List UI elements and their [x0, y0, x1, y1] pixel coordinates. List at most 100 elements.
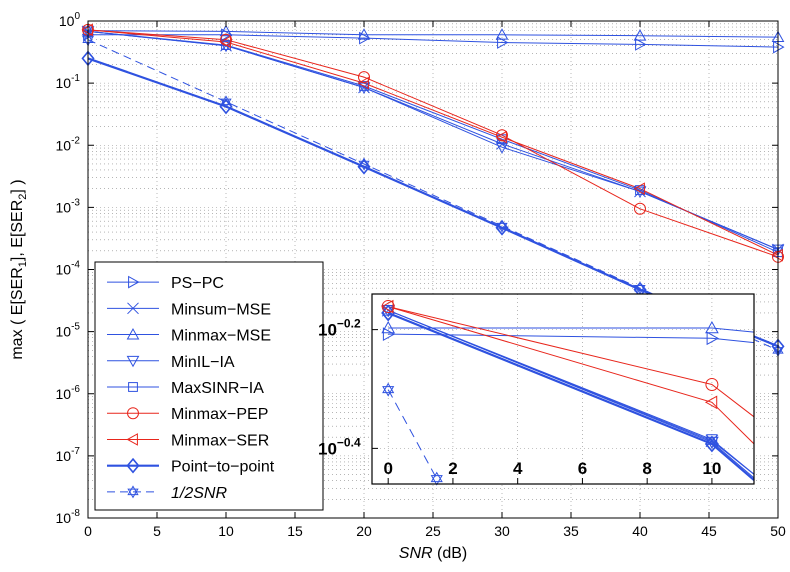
inset-marker-maxsinr-ia-1: [706, 434, 718, 445]
inset-x-tick-label-10: 10: [702, 459, 721, 478]
series-marker-minmax-ser-5: [771, 248, 783, 262]
series-line-minmax-pep: [87, 29, 779, 258]
legend-label-minmax-pep: Minmax−PEP: [171, 406, 268, 423]
y-tick-label-base-4: 10: [56, 262, 72, 278]
inset-marker-ps-pc-0: [382, 327, 396, 341]
y-tick-label-2: 10-2: [56, 135, 81, 153]
y-tick-label-exp-7: -7: [71, 446, 80, 457]
inset-line-1-2snr: [387, 389, 438, 479]
inset-marker-ps-pc-1: [706, 331, 719, 346]
y-tick-label-7: 10-7: [56, 446, 81, 464]
y-tick-label-exp-8: -8: [71, 508, 80, 519]
inset-marker-minmax-mse-0: [381, 320, 396, 334]
inset-y-tick-label-base-1: 10: [318, 439, 337, 458]
inset-marker-1-2snr-1: [430, 471, 443, 486]
series-marker-1-2snr-4: [634, 281, 646, 295]
x-tick-label-15: 15: [287, 523, 303, 539]
inset-line-maxsinr-ia: [388, 309, 755, 475]
legend-label-minmax-mse: Minmax−MSE: [171, 328, 271, 345]
series-marker-minmax-ser-2: [357, 76, 369, 90]
y-tick-label-base-3: 10: [56, 199, 72, 215]
y-axis-label-sub-1: 1: [17, 261, 29, 267]
y-tick-label-6: 10-6: [56, 384, 81, 402]
x-tick-label-0: 0: [84, 523, 92, 539]
y-tick-label-exp-1: -1: [71, 73, 80, 84]
inset-y-tick-label-1: 10−0.4: [318, 435, 361, 458]
inset-x-tick-label-8: 8: [642, 459, 651, 478]
x-tick-label-5: 5: [153, 523, 161, 539]
inset-marker-minmax-pep-1: [705, 378, 719, 392]
series-line-minmax-mse: [87, 30, 779, 38]
y-tick-label-exp-0: 0: [74, 11, 80, 22]
legend-label-maxsinr-ia: MaxSINR−IA: [171, 380, 264, 397]
x-axis-label-italic: SNR: [399, 545, 433, 562]
y-tick-label-base-8: 10: [56, 510, 72, 526]
inset-marker-minmax-ser-0: [381, 299, 394, 314]
legend-marker-minsum-mse: [127, 302, 139, 315]
x-tick-label-25: 25: [425, 523, 441, 539]
x-tick-label-40: 40: [632, 523, 648, 539]
inset-line-ps-pc: [388, 333, 755, 344]
series-marker-minmax-mse-2: [357, 28, 371, 40]
y-tick-label-exp-2: -2: [71, 135, 80, 146]
inset-marker-minmax-mse-1: [705, 320, 719, 334]
inset-background: [372, 294, 754, 484]
inset-line-minmax-ser: [388, 306, 755, 445]
legend: PS−PC Minsum−MSE Minmax−MSE MinIL−IA MaxSINR…: [94, 261, 324, 511]
series-marker-minmax-mse-1: [219, 24, 233, 37]
series-marker-ps-pc-4: [635, 38, 647, 51]
legend-marker-minmax-pep: [127, 407, 139, 420]
y-tick-label-base-7: 10: [56, 448, 72, 464]
inset-series-markers: [381, 299, 719, 486]
y-tick-label-5: 10-5: [56, 322, 81, 340]
inset-y-tick-label-base-0: 10: [318, 321, 337, 340]
legend-label-minil-ia: MinIL−IA: [171, 354, 235, 371]
legend-marker-ps-pc: [128, 275, 140, 289]
inset-x-tick-label-0: 0: [383, 459, 392, 478]
y-tick-label-base-6: 10: [56, 386, 72, 402]
y-tick-label-1: 10-1: [56, 73, 81, 91]
inset-line-minil-ia: [388, 309, 755, 479]
series-marker-minmax-mse-4: [633, 29, 647, 41]
y-tick-label-base-1: 10: [56, 75, 72, 91]
series-marker-minil-ia-3: [495, 142, 509, 154]
series-marker-minmax-pep-2: [358, 71, 370, 84]
series-marker-1-2snr-1: [220, 95, 232, 109]
inset-x-tick-label-2: 2: [448, 459, 457, 478]
y-tick-label-4: 10-4: [56, 260, 81, 278]
series-marker-minmax-mse-3: [495, 28, 509, 40]
series-marker-ps-pc-3: [497, 36, 509, 49]
series-marker-1-2snr-2: [358, 157, 370, 171]
series-marker-minmax-ser-3: [495, 130, 507, 144]
inset-axis-ticks: [372, 329, 713, 484]
y-axis-label-part-2: ], E[SER: [9, 200, 26, 261]
series-marker-1-2snr-3: [496, 219, 508, 233]
inset-x-tick-label-4: 4: [513, 459, 523, 478]
series-marker-minmax-ser-4: [633, 182, 645, 196]
series-line-minmax-ser: [87, 29, 779, 256]
y-tick-label-exp-3: -3: [71, 197, 80, 208]
legend-marker-minil-ia: [126, 355, 140, 368]
series-marker-ps-pc-5: [773, 40, 785, 54]
series-marker-minmax-pep-4: [634, 202, 646, 215]
legend-box: [94, 261, 324, 511]
y-tick-label-0: 100: [59, 11, 81, 29]
x-tick-label-30: 30: [494, 523, 510, 539]
inset-y-tick-label-0: 10−0.2: [318, 317, 361, 340]
main-axis-ticks: [87, 20, 779, 519]
x-axis-label-unit: (dB): [433, 545, 468, 562]
x-tick-label-45: 45: [701, 523, 717, 539]
inset-marker-1-2snr-0: [382, 382, 395, 397]
y-tick-label-base-0: 10: [59, 13, 75, 29]
x-tick-label-50: 50: [770, 523, 786, 539]
y-tick-label-base-2: 10: [56, 137, 72, 153]
inset-marker-minmax-ser-1: [704, 395, 718, 410]
inset-y-tick-label-exp-1: −0.4: [337, 435, 361, 449]
legend-label-minsum-mse: Minsum−MSE: [171, 301, 271, 318]
series-line-ps-pc: [88, 34, 779, 48]
x-tick-label-10: 10: [218, 523, 234, 539]
legend-marker-point-to-point: [126, 457, 140, 474]
